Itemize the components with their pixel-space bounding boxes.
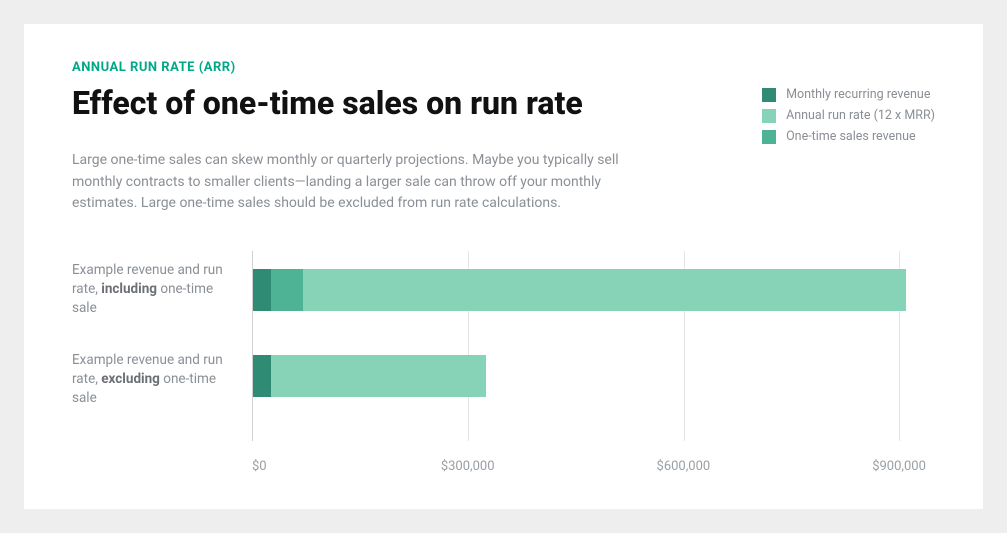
bar-segment <box>253 355 271 397</box>
legend: Monthly recurring revenue Annual run rat… <box>762 87 935 150</box>
legend-swatch <box>762 130 776 144</box>
x-axis: $0 $300,000 $600,000 $900,000 <box>252 459 935 479</box>
legend-item: Annual run rate (12 x MRR) <box>762 108 935 123</box>
plot: $0 $300,000 $600,000 $900,000 <box>252 251 935 479</box>
x-tick-label: $0 <box>252 459 267 474</box>
legend-label: Annual run rate (12 x MRR) <box>786 108 935 123</box>
legend-swatch <box>762 88 776 102</box>
legend-item: Monthly recurring revenue <box>762 87 935 102</box>
y-label-emphasis: including <box>101 281 157 297</box>
legend-label: Monthly recurring revenue <box>786 87 930 102</box>
bar-row <box>253 269 935 311</box>
bar-row <box>253 355 935 397</box>
header-text-block: Effect of one-time sales on run rate <box>72 85 583 136</box>
bar-segment <box>253 269 271 311</box>
y-label: Example revenue and run rate, including … <box>72 257 234 321</box>
y-axis-labels: Example revenue and run rate, including … <box>72 251 252 479</box>
x-tick-label: $300,000 <box>441 459 495 474</box>
chart-description: Large one-time sales can skew monthly or… <box>72 150 632 215</box>
y-label: Example revenue and run rate, excluding … <box>72 347 234 411</box>
bar-segment <box>253 269 906 311</box>
legend-label: One-time sales revenue <box>786 129 916 144</box>
plot-area <box>252 251 935 441</box>
legend-swatch <box>762 109 776 123</box>
chart: Example revenue and run rate, including … <box>72 251 935 479</box>
x-tick-label: $900,000 <box>872 459 926 474</box>
chart-title: Effect of one-time sales on run rate <box>72 85 583 122</box>
legend-item: One-time sales revenue <box>762 129 935 144</box>
x-tick-label: $600,000 <box>657 459 711 474</box>
chart-card: ANNUAL RUN RATE (ARR) Effect of one-time… <box>24 24 983 509</box>
bar-segment <box>253 355 486 397</box>
y-label-emphasis: excluding <box>101 371 160 387</box>
eyebrow: ANNUAL RUN RATE (ARR) <box>72 60 935 75</box>
header-row: Effect of one-time sales on run rate Mon… <box>72 85 935 150</box>
